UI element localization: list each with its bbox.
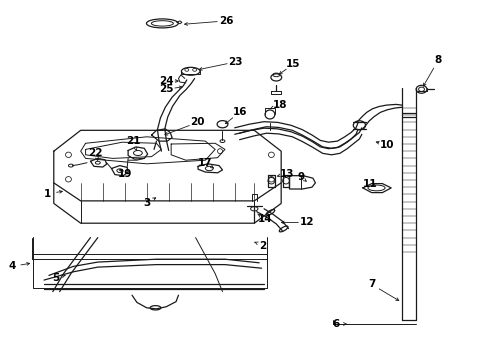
Text: 14: 14 [257,214,272,224]
Text: 8: 8 [434,55,441,66]
Text: 16: 16 [232,107,246,117]
Text: 18: 18 [272,100,286,110]
Text: 15: 15 [285,59,300,69]
Text: 23: 23 [228,57,243,67]
Text: 6: 6 [332,319,339,329]
Text: 20: 20 [190,117,204,127]
Text: 25: 25 [159,84,173,94]
Text: 10: 10 [379,140,394,150]
Text: 4: 4 [8,261,16,271]
Text: 19: 19 [117,168,132,179]
Text: 11: 11 [362,179,376,189]
Text: 2: 2 [259,240,266,251]
Text: 22: 22 [88,148,103,158]
Text: 1: 1 [44,189,51,199]
Text: 26: 26 [218,16,233,26]
Text: 24: 24 [159,76,173,86]
Text: 3: 3 [143,198,150,208]
Text: 9: 9 [297,172,304,182]
Text: 13: 13 [280,168,294,179]
Text: 21: 21 [125,136,140,146]
Text: 5: 5 [53,273,60,283]
Text: 17: 17 [198,158,212,168]
Text: 12: 12 [299,217,314,228]
Text: 7: 7 [367,279,375,289]
